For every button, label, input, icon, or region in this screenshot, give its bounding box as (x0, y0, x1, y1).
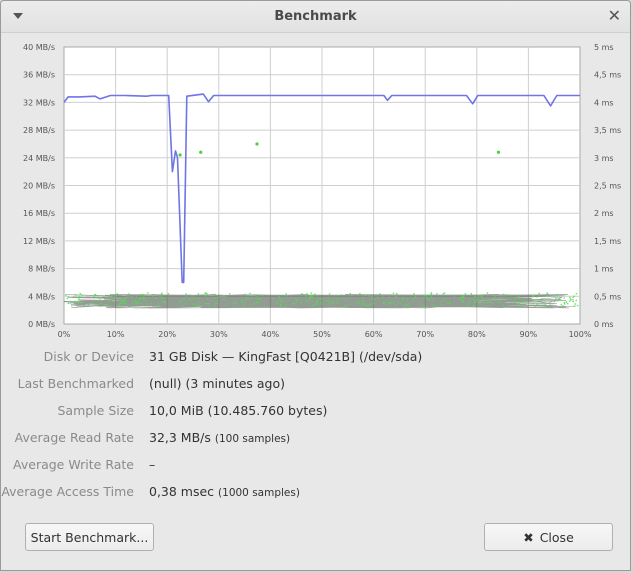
y-left-tick-label: 40 MB/s (23, 43, 55, 52)
window-menu-icon[interactable] (13, 13, 23, 19)
last-benchmarked-label: Last Benchmarked (17, 376, 134, 391)
x-tick-label: 30% (210, 330, 228, 339)
y-right-tick-label: 2,5 ms (594, 182, 621, 191)
close-button[interactable]: ✖ Close (484, 523, 613, 551)
y-left-tick-label: 24 MB/s (23, 154, 55, 163)
y-right-tick-label: 3 ms (594, 154, 614, 163)
y-right-tick-label: 0 ms (594, 320, 614, 329)
x-tick-label: 0% (58, 330, 71, 339)
access-time-samples: (1000 samples) (218, 487, 300, 499)
access-time-outlier-point (496, 150, 501, 154)
y-left-tick-label: 16 MB/s (23, 209, 55, 218)
x-tick-label: 20% (158, 330, 176, 339)
y-right-tick-label: 3,5 ms (594, 126, 621, 135)
access-time-outlier-point (255, 142, 259, 146)
y-left-tick-label: 0 MB/s (28, 320, 55, 329)
disk-row: Disk or Device 31 GB Disk — KingFast [Q0… (1, 349, 630, 369)
access-time-dots (65, 292, 579, 307)
x-tick-label: 50% (313, 330, 331, 339)
y-right-tick-label: 4,5 ms (594, 71, 621, 80)
y-left-tick-label: 4 MB/s (28, 292, 55, 301)
last-benchmarked-value: (null) (3 minutes ago) (149, 376, 286, 391)
read-rate-samples: (100 samples) (214, 433, 291, 445)
sample-size-row: Sample Size 10,0 MiB (10.485.760 bytes) (1, 403, 630, 423)
x-tick-label: 60% (365, 330, 383, 339)
x-tick-label: 10% (107, 330, 125, 339)
sample-size-label: Sample Size (57, 403, 134, 418)
write-rate-value: – (149, 457, 156, 472)
close-icon[interactable]: ✕ (607, 6, 621, 25)
y-right-tick-label: 0,5 ms (594, 292, 621, 301)
benchmark-chart-svg: 0 MB/s 0 ms 4 MB/s 0,5 ms 8 MB/s 1 ms 12 MB/s 1… (23, 43, 621, 339)
read-rate-value: 32,3 MB/s (149, 430, 211, 445)
y-left-tick-label: 36 MB/s (23, 71, 55, 80)
access-time-value-wrap: 0,38 msec (1000 samples) (149, 484, 300, 499)
sample-size-value: 10,0 MiB (10.485.760 bytes) (149, 403, 328, 418)
y-left-tick-label: 8 MB/s (28, 265, 55, 274)
write-rate-label: Average Write Rate (13, 457, 134, 472)
y-right-tick-label: 5 ms (594, 43, 614, 52)
access-time-outlier-point (199, 150, 203, 154)
disk-value: 31 GB Disk — KingFast [Q0421B] (/dev/sda… (149, 349, 423, 364)
last-benchmarked-row: Last Benchmarked (null) (3 minutes ago) (1, 376, 630, 396)
window-title: Benchmark (274, 9, 357, 24)
y-right-tick-label: 2 ms (594, 209, 614, 218)
x-tick-label: 80% (468, 330, 486, 339)
y-left-tick-label: 28 MB/s (23, 126, 55, 135)
x-tick-label: 40% (262, 330, 280, 339)
read-rate-label: Average Read Rate (14, 430, 134, 445)
x-tick-label: 70% (416, 330, 434, 339)
y-right-tick-label: 4 ms (594, 98, 614, 107)
y-left-tick-label: 32 MB/s (23, 98, 55, 107)
read-rate-line (63, 93, 580, 284)
x-tick-label: 100% (569, 330, 592, 339)
start-benchmark-button[interactable]: Start Benchmark... (25, 523, 154, 551)
start-benchmark-label: Start Benchmark... (30, 529, 149, 545)
access-time-label: Average Access Time (1, 484, 134, 499)
access-time-value: 0,38 msec (149, 484, 215, 499)
titlebar: Benchmark ✕ (1, 1, 630, 33)
x-tick-label: 90% (520, 330, 538, 339)
y-right-tick-label: 1,5 ms (594, 237, 621, 246)
close-button-icon: ✖ (523, 529, 534, 545)
read-rate-value-wrap: 32,3 MB/s (100 samples) (149, 430, 290, 445)
y-left-tick-label: 12 MB/s (23, 237, 55, 246)
disk-label: Disk or Device (43, 349, 134, 364)
y-left-tick-label: 20 MB/s (23, 182, 55, 191)
y-right-tick-label: 1 ms (594, 265, 614, 274)
close-button-label: Close (539, 529, 574, 545)
read-rate-row: Average Read Rate 32,3 MB/s (100 samples… (1, 430, 630, 450)
access-time-outlier-point (178, 153, 182, 157)
access-time-row: Average Access Time 0,38 msec (1000 samp… (1, 484, 630, 504)
write-rate-row: Average Write Rate – (1, 457, 630, 477)
benchmark-chart: 0 MB/s 0 ms 4 MB/s 0,5 ms 8 MB/s 1 ms 12 MB/s 1… (7, 34, 627, 339)
access-time-seek-lines (63, 293, 576, 309)
